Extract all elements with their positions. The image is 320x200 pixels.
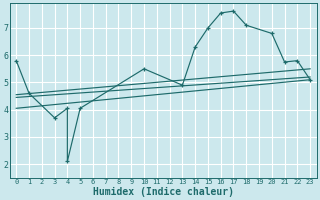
X-axis label: Humidex (Indice chaleur): Humidex (Indice chaleur)	[93, 186, 234, 197]
